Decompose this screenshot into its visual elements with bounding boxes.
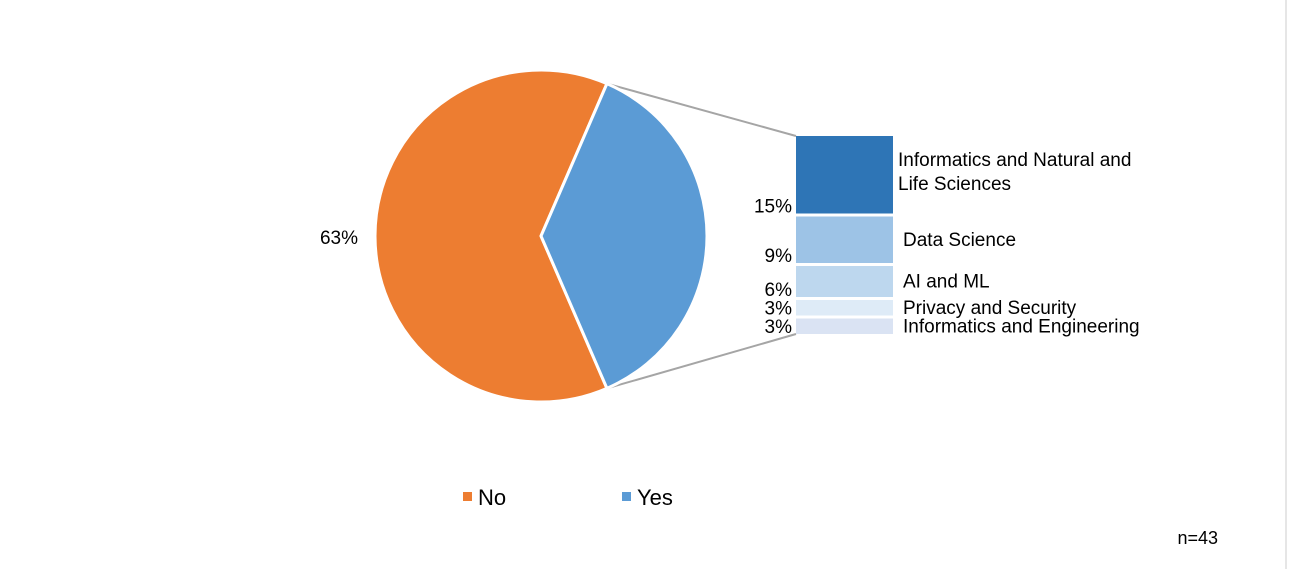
connector-line-bottom [606,333,797,390]
bar-value-label-data-science: 9% [765,246,793,267]
bar-segment-informatics-and-engineering [796,318,893,334]
bar-value-label-privacy-and-security: 3% [765,299,793,320]
bar-value-label-ai-and-ml: 6% [765,280,793,301]
connector-line-top [606,82,797,137]
bar-segment-informatics-and-natural-and-life-sciences [796,136,893,214]
legend-swatch-no [463,492,472,501]
pie-label-no: 63% [320,228,358,249]
breakdown-bar [796,136,893,334]
pie-labels: 63% [320,228,358,249]
pie [373,68,709,404]
bar-category-label-informatics-and-engineering: Informatics and Engineering [903,316,1140,337]
breakdown-category-labels: Informatics and Natural and Life Sciences… [898,150,1140,337]
pie-slice-yes [539,82,709,390]
bar-category-label-informatics-and-natural-and-life-sciences: Informatics and Natural and Life Sciences [898,150,1131,195]
legend: No Yes [463,485,673,510]
connector-lines [606,82,797,390]
bar-category-label-privacy-and-security: Privacy and Security [903,298,1077,319]
legend-label-no: No [478,485,506,510]
bar-segment-data-science [796,216,893,263]
bar-segment-privacy-and-security [796,300,893,316]
bar-value-label-informatics-and-natural-and-life-sciences: 15% [754,197,792,218]
sample-size-note: n=43 [1177,528,1218,548]
bar-category-label-data-science: Data Science [903,230,1016,251]
legend-label-yes: Yes [637,485,673,510]
right-edge-divider [1285,0,1287,569]
bar-segment-ai-and-ml [796,266,893,297]
bar-value-label-informatics-and-engineering: 3% [765,317,793,338]
bar-category-label-ai-and-ml: AI and ML [903,272,990,293]
breakdown-value-labels: 15%9%6%3%3% [754,197,792,339]
legend-swatch-yes [622,492,631,501]
pie-slice-no [373,68,609,404]
